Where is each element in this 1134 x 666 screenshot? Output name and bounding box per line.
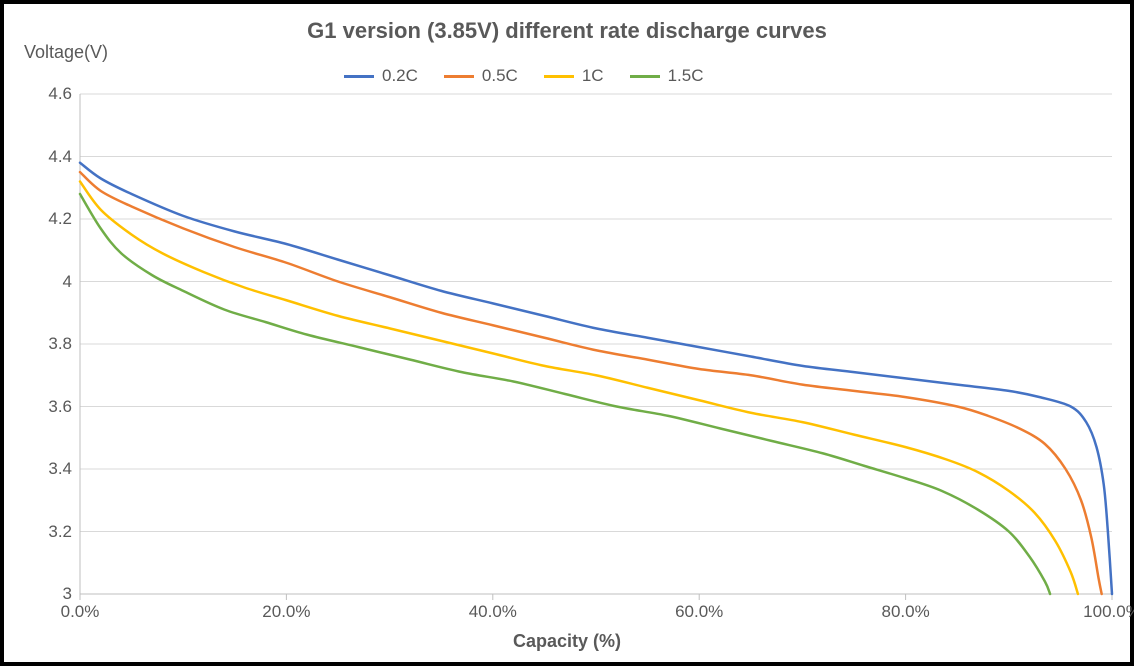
legend-item: 0.5C bbox=[444, 66, 518, 86]
y-tick-label: 4.2 bbox=[48, 209, 72, 229]
series-1.5C bbox=[80, 194, 1050, 594]
chart-frame: G1 version (3.85V) different rate discha… bbox=[0, 0, 1134, 666]
y-tick-label: 3.2 bbox=[48, 522, 72, 542]
series-1C bbox=[80, 182, 1078, 595]
series-0.2C bbox=[80, 163, 1112, 594]
x-tick-label: 40.0% bbox=[469, 602, 517, 622]
y-tick-label: 4.6 bbox=[48, 84, 72, 104]
x-tick-label: 100.0% bbox=[1083, 602, 1134, 622]
legend-item: 1C bbox=[544, 66, 604, 86]
y-tick-label: 4.4 bbox=[48, 147, 72, 167]
legend: 0.2C 0.5C 1C 1.5C bbox=[344, 66, 704, 86]
legend-label: 0.2C bbox=[382, 66, 418, 86]
legend-label: 1C bbox=[582, 66, 604, 86]
y-tick-label: 3.6 bbox=[48, 397, 72, 417]
x-tick-label: 60.0% bbox=[675, 602, 723, 622]
y-axis-label: Voltage(V) bbox=[24, 42, 108, 63]
legend-swatch bbox=[444, 75, 474, 78]
chart: G1 version (3.85V) different rate discha… bbox=[4, 4, 1130, 662]
y-tick-label: 3.4 bbox=[48, 459, 72, 479]
x-tick-label: 0.0% bbox=[61, 602, 100, 622]
legend-item: 0.2C bbox=[344, 66, 418, 86]
y-tick-label: 3 bbox=[63, 584, 72, 604]
y-tick-label: 4 bbox=[63, 272, 72, 292]
x-axis-label: Capacity (%) bbox=[4, 631, 1130, 652]
legend-swatch bbox=[544, 75, 574, 78]
plot-area: 33.23.43.63.844.24.44.60.0%20.0%40.0%60.… bbox=[80, 94, 1112, 594]
x-tick-label: 80.0% bbox=[881, 602, 929, 622]
legend-swatch bbox=[344, 75, 374, 78]
legend-label: 0.5C bbox=[482, 66, 518, 86]
legend-item: 1.5C bbox=[630, 66, 704, 86]
legend-swatch bbox=[630, 75, 660, 78]
x-tick-label: 20.0% bbox=[262, 602, 310, 622]
chart-title: G1 version (3.85V) different rate discha… bbox=[4, 18, 1130, 44]
legend-label: 1.5C bbox=[668, 66, 704, 86]
plot-svg bbox=[80, 94, 1112, 594]
y-tick-label: 3.8 bbox=[48, 334, 72, 354]
